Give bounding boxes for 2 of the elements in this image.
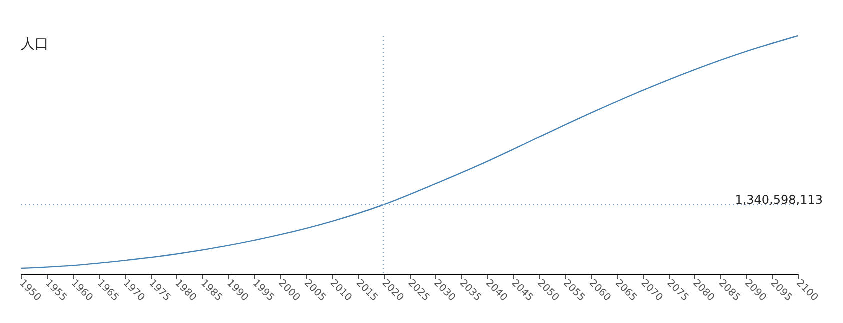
chart-title: 人口 — [21, 36, 49, 52]
annotation: 1,340,598,113 — [735, 192, 823, 207]
